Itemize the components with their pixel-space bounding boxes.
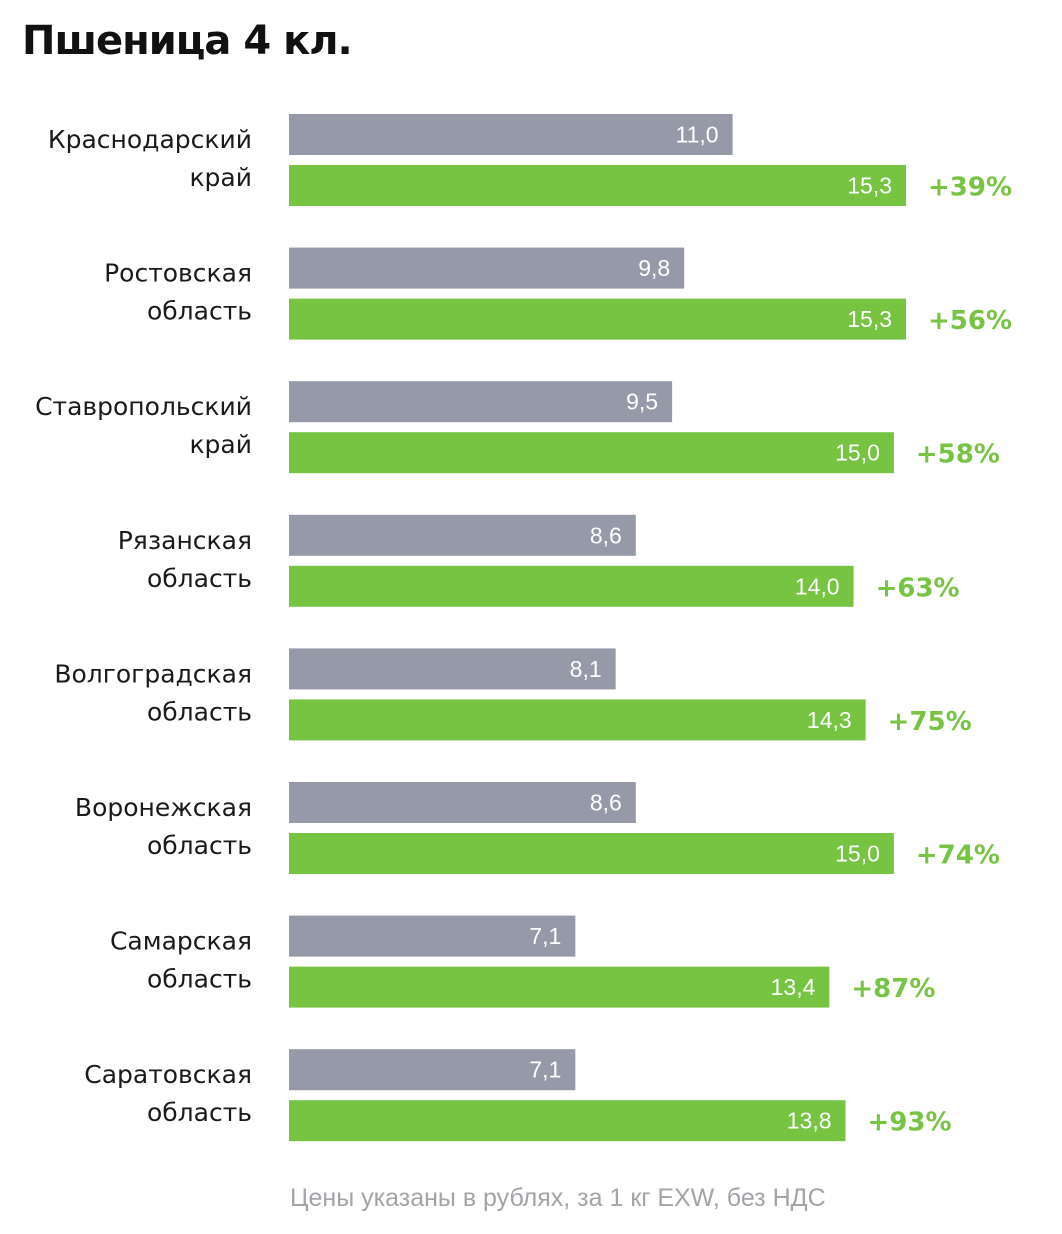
bar-grey (289, 915, 576, 957)
bar-green (289, 699, 866, 741)
bar-value-label: 13,8 (787, 1108, 832, 1134)
bar-green (289, 165, 906, 206)
bar-grey (289, 247, 685, 289)
category-label-line: область (147, 1098, 252, 1127)
category-label-line: Саратовская (84, 1060, 252, 1089)
bar-value-label: 15,3 (847, 306, 892, 332)
bar-value-label: 15,0 (835, 440, 880, 466)
bar-green (289, 565, 854, 607)
bar-grey (289, 782, 636, 823)
category-label-line: край (189, 430, 252, 459)
change-label: +56% (928, 306, 1012, 336)
bar-value-label: 11,0 (676, 122, 719, 148)
chart-title: Пшеница 4 кл. (22, 18, 353, 64)
category-label: Краснодарский край (48, 125, 252, 192)
category-label-line: Ростовская (104, 259, 252, 288)
category-label-line: Ставропольский (35, 392, 252, 421)
bar-value-label: 7,1 (529, 1057, 561, 1083)
bar-value-label: 14,3 (807, 707, 852, 733)
bar-value-label: 8,1 (570, 656, 602, 682)
bar-grey (289, 514, 636, 556)
category-label-line: область (147, 965, 252, 994)
bar-value-label: 8,6 (590, 790, 622, 816)
bar-value-label: 15,3 (847, 173, 892, 199)
category-label-line: область (147, 831, 252, 860)
category-label-line: Рязанская (118, 526, 252, 555)
category-label-line: Краснодарский (48, 125, 252, 154)
category-label: Рязанская область (118, 526, 252, 593)
change-label: +39% (928, 173, 1012, 203)
change-label: +58% (916, 440, 1000, 470)
category-label-line: область (147, 564, 252, 593)
bar-value-label: 14,0 (795, 573, 840, 599)
bar-grey (289, 381, 673, 423)
category-label-line: область (147, 297, 252, 326)
change-label: +63% (876, 573, 960, 603)
bar-green (289, 298, 906, 340)
bar-grey (289, 114, 733, 155)
category-label: Волгоградская область (54, 659, 252, 726)
change-label: +93% (868, 1108, 952, 1138)
category-label: Воронежская область (75, 793, 252, 860)
bar-value-label: 13,4 (771, 974, 816, 1000)
category-label: Ставропольский край (35, 392, 252, 459)
category-label: Самарская область (110, 927, 252, 994)
category-label-line: Волгоградская (54, 659, 252, 688)
bar-value-label: 7,1 (529, 923, 561, 949)
category-label: Ростовская область (104, 259, 252, 326)
change-label: +74% (916, 841, 1000, 871)
category-label: Саратовская область (84, 1060, 252, 1127)
category-label-line: область (147, 697, 252, 726)
bar-green (289, 833, 894, 874)
change-label: +87% (851, 974, 935, 1004)
bar-value-label: 8,6 (590, 522, 622, 548)
bar-grey (289, 648, 616, 690)
category-label-line: Самарская (110, 927, 252, 956)
bar-green (289, 1100, 846, 1142)
bar-value-label: 9,8 (638, 255, 670, 281)
change-label: +75% (888, 707, 972, 737)
bar-green (289, 966, 830, 1008)
bar-grey (289, 1049, 576, 1091)
chart-footnote: Цены указаны в рублях, за 1 кг EXW, без … (290, 1184, 826, 1212)
bar-green (289, 432, 894, 474)
category-label-line: Воронежская (75, 793, 252, 822)
bar-value-label: 9,5 (626, 389, 658, 415)
category-label-line: край (189, 163, 252, 192)
bar-value-label: 15,0 (835, 841, 880, 867)
